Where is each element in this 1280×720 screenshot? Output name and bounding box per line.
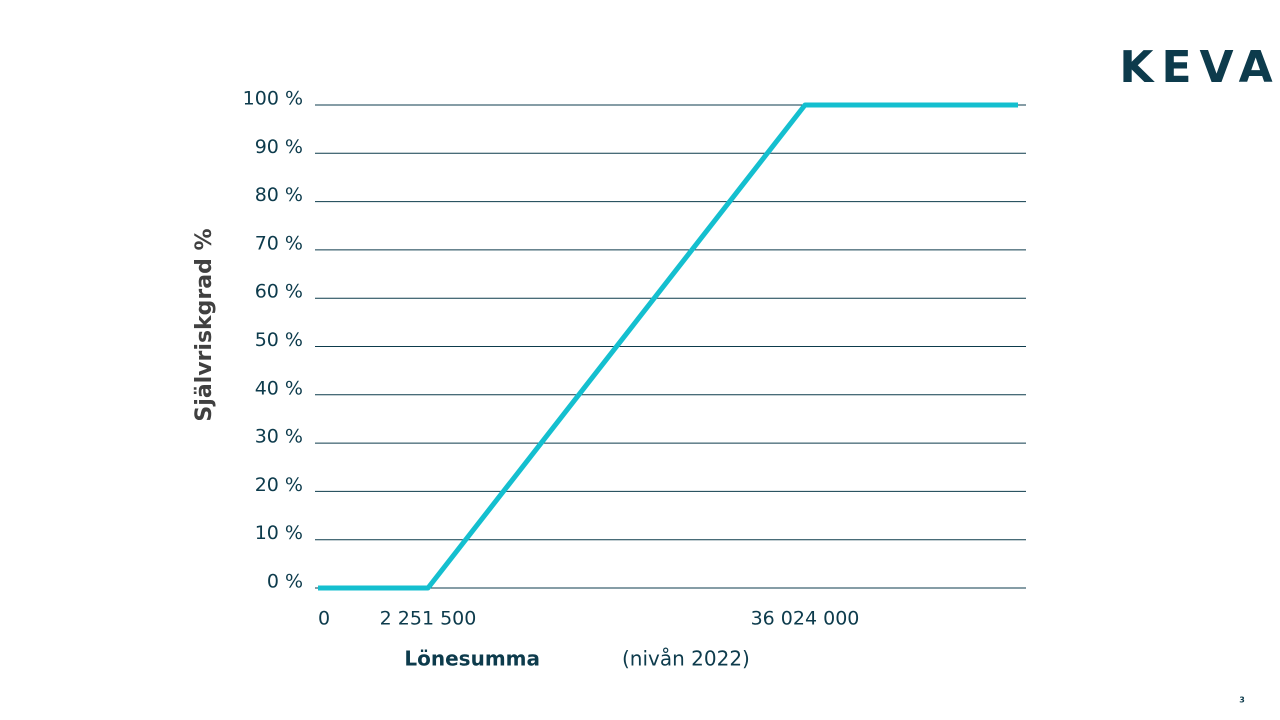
page-number: 3 [1239, 696, 1245, 705]
y-tick-label: 90 % [255, 136, 303, 158]
x-axis-label: Lönesumma [404, 647, 540, 671]
line-series [318, 102, 1018, 591]
y-tick-label: 10 % [255, 522, 303, 544]
y-tick-label: 60 % [255, 281, 303, 303]
y-axis-label: Självriskgrad % [192, 228, 217, 421]
x-axis-note: (nivån 2022) [622, 647, 750, 671]
y-tick-label: 0 % [267, 571, 303, 593]
x-tick-label: 0 [318, 608, 330, 630]
y-tick-label: 80 % [255, 184, 303, 206]
y-tick-label: 100 % [243, 88, 303, 110]
y-tick-label: 30 % [255, 426, 303, 448]
x-tick-label: 36 024 000 [751, 608, 860, 630]
y-tick-label: 70 % [255, 232, 303, 254]
x-tick-label: 2 251 500 [380, 608, 477, 630]
y-tick-label: 50 % [255, 329, 303, 351]
logo: KEVA [1119, 42, 1280, 93]
y-tick-label: 40 % [255, 377, 303, 399]
y-tick-label: 20 % [255, 474, 303, 496]
